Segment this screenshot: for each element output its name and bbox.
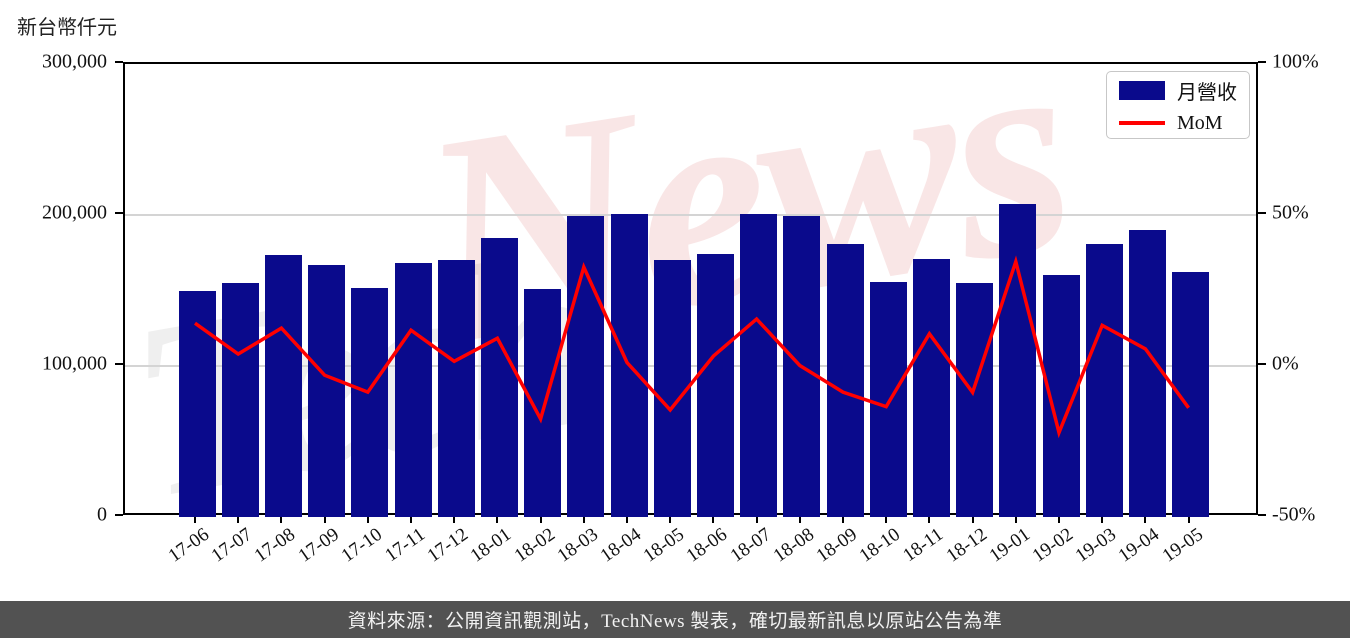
x-tick-mark: [885, 515, 888, 523]
x-tick-label: 18-01: [467, 524, 516, 567]
x-tick-mark: [755, 515, 758, 523]
x-tick-mark: [410, 515, 412, 523]
left-tick-label: 0: [97, 503, 107, 526]
x-tick-label: 18-04: [596, 524, 646, 567]
revenue-bar: [1128, 230, 1166, 517]
revenue-bar: [653, 260, 691, 517]
x-tick-mark: [194, 515, 196, 523]
legend-label-mom: MoM: [1177, 111, 1223, 134]
legend-bar-swatch: [1119, 80, 1165, 100]
x-tick-label: 17-12: [423, 524, 473, 567]
right-tick-label: 100%: [1272, 50, 1319, 73]
revenue-bar: [1085, 243, 1123, 517]
x-tick-mark: [1144, 515, 1147, 523]
x-tick-mark: [496, 515, 499, 523]
x-tick-mark: [1014, 515, 1017, 523]
x-tick-label: 18-06: [683, 524, 732, 567]
x-tick-mark: [323, 515, 326, 523]
x-tick-mark: [1058, 515, 1060, 523]
mom-line: [193, 255, 1191, 439]
x-tick-label: 17-07: [207, 524, 257, 567]
left-tick-label: 300,000: [42, 50, 107, 73]
x-tick-mark: [582, 515, 585, 523]
right-tick-mark: [1258, 514, 1266, 516]
revenue-bar: [826, 243, 864, 517]
x-tick-label: 18-07: [726, 524, 775, 567]
legend-line-swatch: [1119, 121, 1165, 125]
x-tick-mark: [626, 515, 628, 523]
x-tick-mark: [928, 515, 931, 523]
left-tick-mark: [115, 212, 123, 214]
x-tick-mark: [712, 515, 715, 523]
footer-bar: 資料來源：公開資訊觀測站，TechNews 製表，確切最新訊息以原站公告為準: [0, 601, 1350, 638]
x-tick-label: 17-08: [251, 524, 300, 567]
x-tick-label: 18-08: [769, 524, 818, 567]
x-tick-mark: [453, 515, 456, 523]
revenue-bar: [567, 215, 605, 517]
legend-row-mom: MoM: [1107, 112, 1249, 135]
x-tick-label: 19-03: [1071, 524, 1121, 567]
legend: 月營收 MoM: [1106, 71, 1250, 139]
y-axis-unit-label: 新台幣仟元: [17, 17, 117, 39]
x-tick-label: 18-02: [510, 524, 559, 567]
legend-label-revenue: 月營收: [1177, 81, 1237, 104]
revenue-bar: [912, 258, 950, 517]
x-tick-mark: [842, 515, 844, 523]
mom-line-layer: [193, 255, 1191, 439]
x-tick-label: 18-05: [639, 524, 689, 567]
x-tick-mark: [366, 515, 369, 523]
x-tick-label: 19-01: [985, 524, 1034, 567]
x-tick-mark: [971, 515, 974, 523]
revenue-bar: [308, 264, 346, 517]
revenue-bar: [696, 253, 734, 517]
legend-row-revenue: 月營收: [1107, 76, 1249, 105]
revenue-bar: [221, 282, 259, 517]
revenue-bar: [740, 214, 778, 517]
x-tick-mark: [237, 515, 240, 523]
x-tick-label: 17-10: [337, 524, 386, 567]
x-tick-mark: [1187, 515, 1190, 523]
revenue-bar: [264, 255, 302, 517]
x-tick-label: 18-11: [899, 524, 948, 567]
right-tick-mark: [1258, 61, 1266, 63]
left-tick-mark: [115, 514, 123, 516]
x-tick-label: 18-09: [812, 524, 862, 567]
left-tick-mark: [115, 363, 123, 365]
footer-source-text: 資料來源：公開資訊觀測站，TechNews 製表，確切最新訊息以原站公告為準: [347, 611, 1003, 632]
x-tick-mark: [280, 515, 283, 523]
plot-area: [123, 62, 1258, 517]
x-tick-label: 17-06: [164, 524, 214, 567]
x-tick-label: 19-02: [1028, 524, 1078, 567]
right-tick-label: -50%: [1272, 503, 1316, 526]
x-tick-mark: [1101, 515, 1104, 523]
x-tick-label: 19-04: [1115, 524, 1164, 567]
right-tick-label: 0%: [1272, 352, 1299, 375]
revenue-bar: [437, 260, 475, 517]
revenue-bar: [956, 282, 994, 517]
x-tick-label: 18-12: [942, 524, 991, 567]
revenue-bar: [394, 262, 432, 517]
revenue-bar: [999, 203, 1037, 517]
left-tick-label: 200,000: [42, 201, 107, 224]
right-tick-mark: [1258, 363, 1266, 365]
revenue-bar: [480, 238, 518, 517]
right-tick-label: 50%: [1272, 201, 1309, 224]
gridline: [125, 214, 1256, 216]
x-tick-label: 19-05: [1158, 524, 1207, 567]
revenue-bar: [351, 288, 389, 517]
x-tick-mark: [539, 515, 542, 523]
x-tick-label: 17-11: [381, 524, 430, 567]
x-tick-label: 18-03: [553, 524, 602, 567]
revenue-bar: [178, 290, 216, 517]
x-tick-mark: [669, 515, 672, 523]
left-tick-label: 100,000: [42, 352, 107, 375]
x-tick-mark: [798, 515, 801, 523]
revenue-bar: [869, 282, 907, 517]
left-tick-mark: [115, 61, 123, 63]
x-tick-label: 17-09: [294, 524, 343, 567]
right-tick-mark: [1258, 212, 1266, 214]
x-tick-label: 18-10: [855, 524, 905, 567]
